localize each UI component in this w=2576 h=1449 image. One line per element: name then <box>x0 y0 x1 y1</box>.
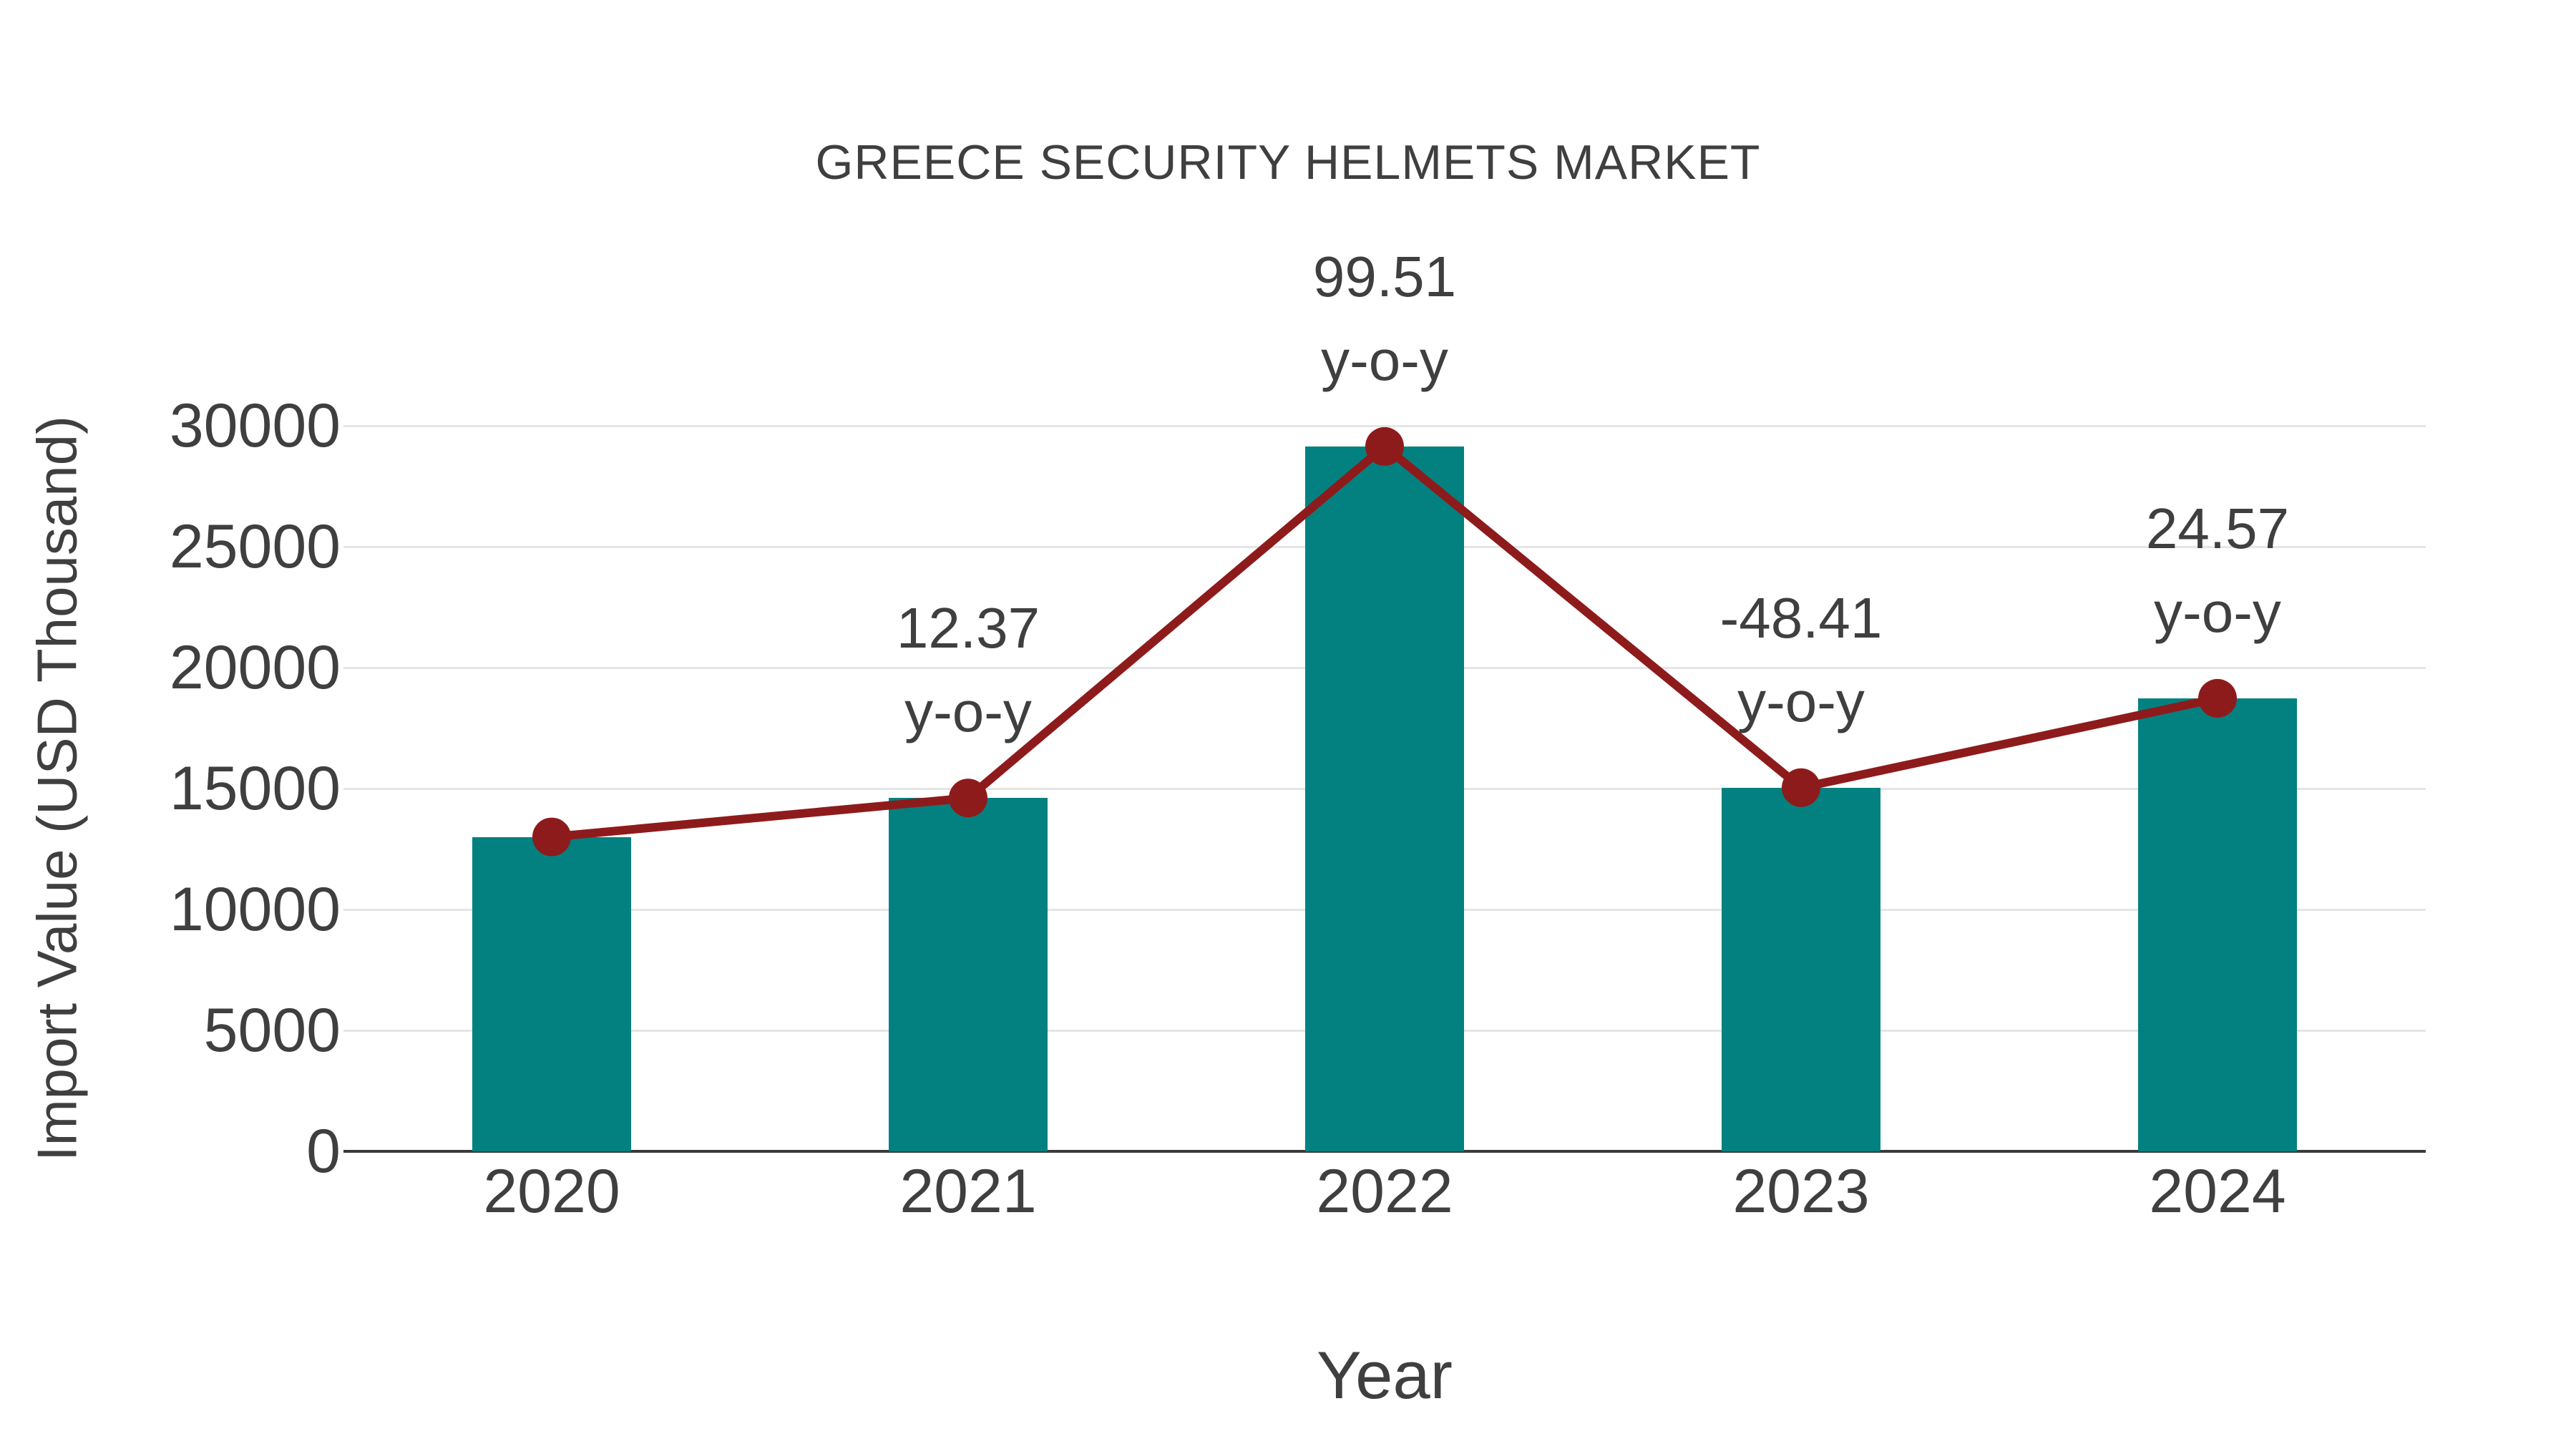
y-tick-label-25000: 25000 <box>169 512 341 581</box>
bar-2023 <box>1722 788 1880 1151</box>
y-tick-label-20000: 20000 <box>169 633 341 702</box>
yoy-sublabel: y-o-y <box>904 680 1032 743</box>
chart-title: GREECE SECURITY HELMETS MARKET <box>815 135 1761 190</box>
x-tick-label-2021: 2021 <box>899 1157 1037 1226</box>
bar-2022 <box>1305 447 1464 1151</box>
yoy-sublabel: y-o-y <box>1321 328 1448 392</box>
yoy-annotation-2022: 99.51 y-o-y <box>1199 235 1571 402</box>
y-tick-label-15000: 15000 <box>169 754 341 823</box>
yoy-value-label: -48.41 <box>1719 586 1883 650</box>
line-marker-2022 <box>1365 426 1404 466</box>
yoy-value-label: 12.37 <box>896 596 1040 660</box>
line-marker-2024 <box>2198 678 2237 718</box>
x-tick-label-2020: 2020 <box>483 1157 620 1226</box>
yoy-annotation-2021: 12.37 y-o-y <box>782 586 1154 753</box>
bar-2020 <box>472 837 631 1151</box>
x-axis-line <box>343 1150 2426 1153</box>
y-tick-label-30000: 30000 <box>169 391 341 460</box>
yoy-value-label: 99.51 <box>1312 245 1457 308</box>
y-tick-label-0: 0 <box>306 1117 341 1186</box>
y-tick-label-10000: 10000 <box>169 875 341 944</box>
line-marker-2021 <box>949 779 987 818</box>
bar-2024 <box>2138 698 2297 1151</box>
yoy-sublabel: y-o-y <box>1737 670 1865 733</box>
yoy-sublabel: y-o-y <box>2154 580 2281 644</box>
line-marker-2020 <box>532 817 571 857</box>
gridline-30000 <box>343 425 2426 427</box>
bar-2021 <box>889 798 1048 1151</box>
line-marker-2023 <box>1782 768 1820 807</box>
yoy-annotation-2024: 24.57 y-o-y <box>2031 487 2404 654</box>
yoy-annotation-2023: -48.41 y-o-y <box>1615 576 1987 743</box>
line-series <box>532 426 2237 857</box>
y-tick-label-5000: 5000 <box>203 996 341 1065</box>
x-tick-label-2022: 2022 <box>1316 1157 1453 1226</box>
yoy-value-label: 24.57 <box>2145 497 2290 560</box>
x-tick-label-2023: 2023 <box>1732 1157 1870 1226</box>
x-tick-label-2024: 2024 <box>2149 1157 2286 1226</box>
x-axis-title: Year <box>1317 1337 1453 1413</box>
